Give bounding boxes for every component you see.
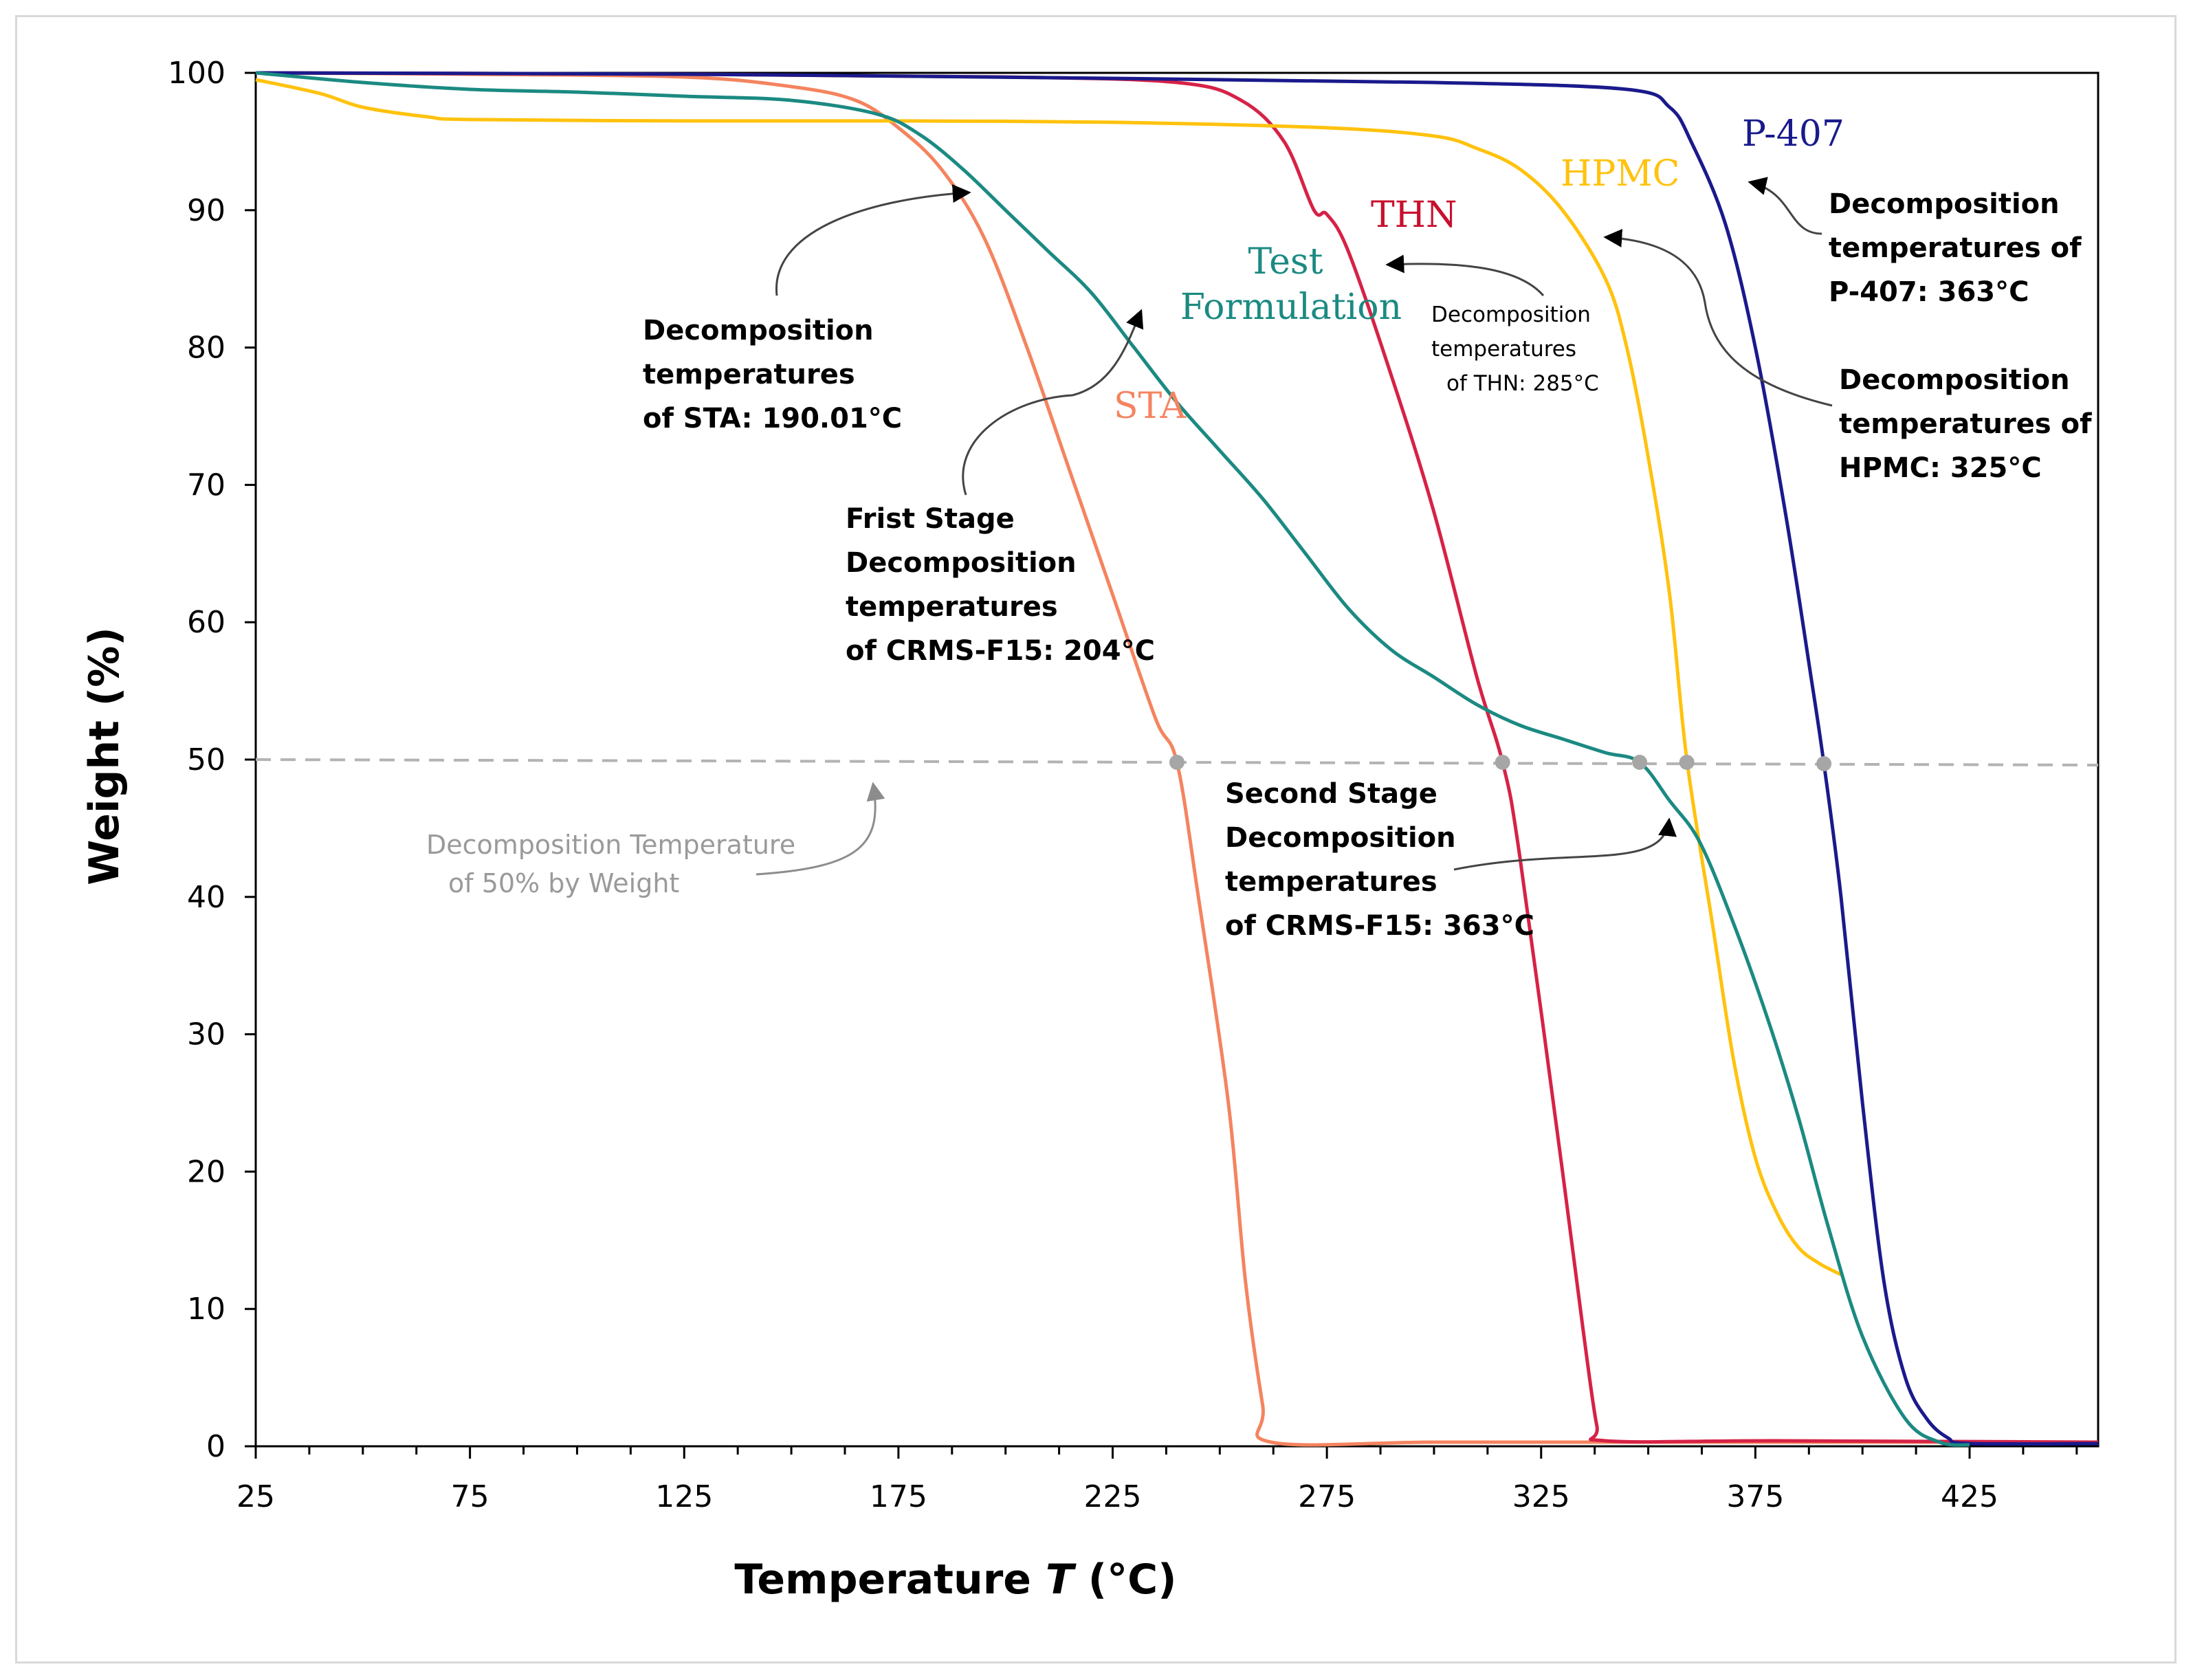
series-lines bbox=[255, 71, 2099, 1447]
x-tick-label: 75 bbox=[451, 1479, 489, 1514]
arrow-sta bbox=[775, 184, 971, 296]
axis-ticks bbox=[245, 71, 2078, 1459]
arrow-fifty-percent bbox=[756, 782, 885, 876]
svg-text:HPMC: 325°C: HPMC: 325°C bbox=[1839, 452, 2042, 484]
series-line-sta bbox=[255, 71, 2098, 1447]
annotation-p407: Decomposition temperatures of P-407: 363… bbox=[1829, 188, 2082, 308]
x-axis-title: Temperature T (°C) bbox=[734, 1556, 1176, 1604]
arrow-hpmc bbox=[1603, 228, 1833, 407]
x-tick-label: 425 bbox=[1941, 1479, 1998, 1514]
svg-text:of CRMS-F15: 363°C: of CRMS-F15: 363°C bbox=[1225, 910, 1534, 942]
svg-text:Decomposition: Decomposition bbox=[1431, 302, 1591, 327]
decomposition-point bbox=[1679, 754, 1695, 770]
svg-text:of STA: 190.01°C: of STA: 190.01°C bbox=[643, 403, 902, 434]
annotation-fifty-percent: Decomposition Temperature of 50% by Weig… bbox=[426, 830, 795, 898]
annotation-first-stage: Frist Stage Decomposition temperatures o… bbox=[846, 503, 1155, 667]
arrow-p407 bbox=[1748, 177, 1822, 235]
series-label-p407: P-407 bbox=[1742, 113, 1844, 155]
arrow-thn bbox=[1385, 254, 1545, 296]
series-line-hpmc bbox=[255, 78, 1842, 1276]
y-tick-label: 50 bbox=[187, 742, 225, 777]
y-tick-label: 30 bbox=[187, 1017, 225, 1052]
axis-tick-labels: 25 75 125 175 225 275 325 375 425 0 10 20 30 40 50 60 70… bbox=[168, 56, 1998, 1514]
arrow-second-stage bbox=[1453, 817, 1677, 871]
decomposition-point bbox=[1632, 754, 1648, 770]
svg-text:Decomposition: Decomposition bbox=[1225, 822, 1456, 854]
svg-text:temperatures: temperatures bbox=[643, 359, 855, 390]
arrow-first-stage bbox=[962, 309, 1144, 496]
y-tick-label: 80 bbox=[187, 331, 225, 366]
svg-text:Decomposition: Decomposition bbox=[846, 547, 1077, 579]
svg-text:of 50% by Weight: of 50% by Weight bbox=[448, 868, 679, 898]
svg-text:of THN: 285°C: of THN: 285°C bbox=[1446, 371, 1599, 396]
x-tick-label: 175 bbox=[870, 1479, 927, 1514]
svg-text:Decomposition: Decomposition bbox=[643, 315, 874, 346]
x-tick-label: 225 bbox=[1084, 1479, 1142, 1514]
y-tick-label: 40 bbox=[187, 880, 225, 915]
x-tick-label: 125 bbox=[655, 1479, 713, 1514]
svg-text:Decomposition: Decomposition bbox=[1839, 364, 2070, 396]
y-tick-label: 100 bbox=[168, 56, 225, 91]
y-tick-label: 0 bbox=[206, 1429, 225, 1464]
svg-text:temperatures of: temperatures of bbox=[1839, 408, 2092, 440]
svg-text:Decomposition Temperature: Decomposition Temperature bbox=[426, 830, 795, 860]
annotation-thn: Decomposition temperatures of THN: 285°C bbox=[1431, 302, 1599, 396]
x-tick-label: 375 bbox=[1726, 1479, 1784, 1514]
svg-text:Frist Stage: Frist Stage bbox=[846, 503, 1015, 535]
x-tick-label: 25 bbox=[236, 1479, 275, 1514]
svg-text:Decomposition: Decomposition bbox=[1829, 188, 2060, 220]
series-label-test-line2: Formulation bbox=[1180, 287, 1402, 328]
decomposition-point bbox=[1495, 754, 1510, 770]
y-tick-label: 90 bbox=[187, 193, 225, 228]
decomposition-point bbox=[1816, 755, 1832, 771]
y-tick-label: 20 bbox=[187, 1154, 225, 1189]
svg-text:of CRMS-F15: 204°C: of CRMS-F15: 204°C bbox=[846, 635, 1155, 667]
series-label-hpmc: HPMC bbox=[1561, 153, 1679, 195]
series-line-p-407 bbox=[255, 71, 2099, 1446]
annotation-hpmc: Decomposition temperatures of HPMC: 325°… bbox=[1839, 364, 2092, 484]
series-line-test-formulation bbox=[255, 71, 1970, 1447]
annotation-sta: Decomposition temperatures of STA: 190.0… bbox=[643, 315, 902, 434]
svg-text:temperatures: temperatures bbox=[846, 591, 1058, 623]
y-tick-label: 60 bbox=[187, 605, 225, 640]
svg-text:temperatures of: temperatures of bbox=[1829, 232, 2082, 264]
annotation-second-stage: Second Stage Decomposition temperatures … bbox=[1225, 778, 1534, 942]
y-axis-title: Weight (%) bbox=[80, 627, 129, 885]
svg-text:temperatures: temperatures bbox=[1431, 337, 1576, 362]
series-label-sta: STA bbox=[1114, 386, 1187, 427]
y-tick-label: 70 bbox=[187, 467, 225, 502]
svg-text:P-407: 363°C: P-407: 363°C bbox=[1829, 276, 2029, 308]
series-label-thn: THN bbox=[1371, 195, 1457, 236]
y-tick-label: 10 bbox=[187, 1292, 225, 1327]
svg-text:temperatures: temperatures bbox=[1225, 866, 1437, 898]
series-label-test-line1: Test bbox=[1248, 241, 1323, 283]
decomposition-points bbox=[1169, 754, 1832, 771]
figure-frame bbox=[15, 15, 2177, 1664]
svg-text:Second Stage: Second Stage bbox=[1225, 778, 1437, 810]
x-tick-label: 325 bbox=[1512, 1479, 1570, 1514]
x-tick-label: 275 bbox=[1298, 1479, 1356, 1514]
decomposition-point bbox=[1169, 754, 1184, 770]
